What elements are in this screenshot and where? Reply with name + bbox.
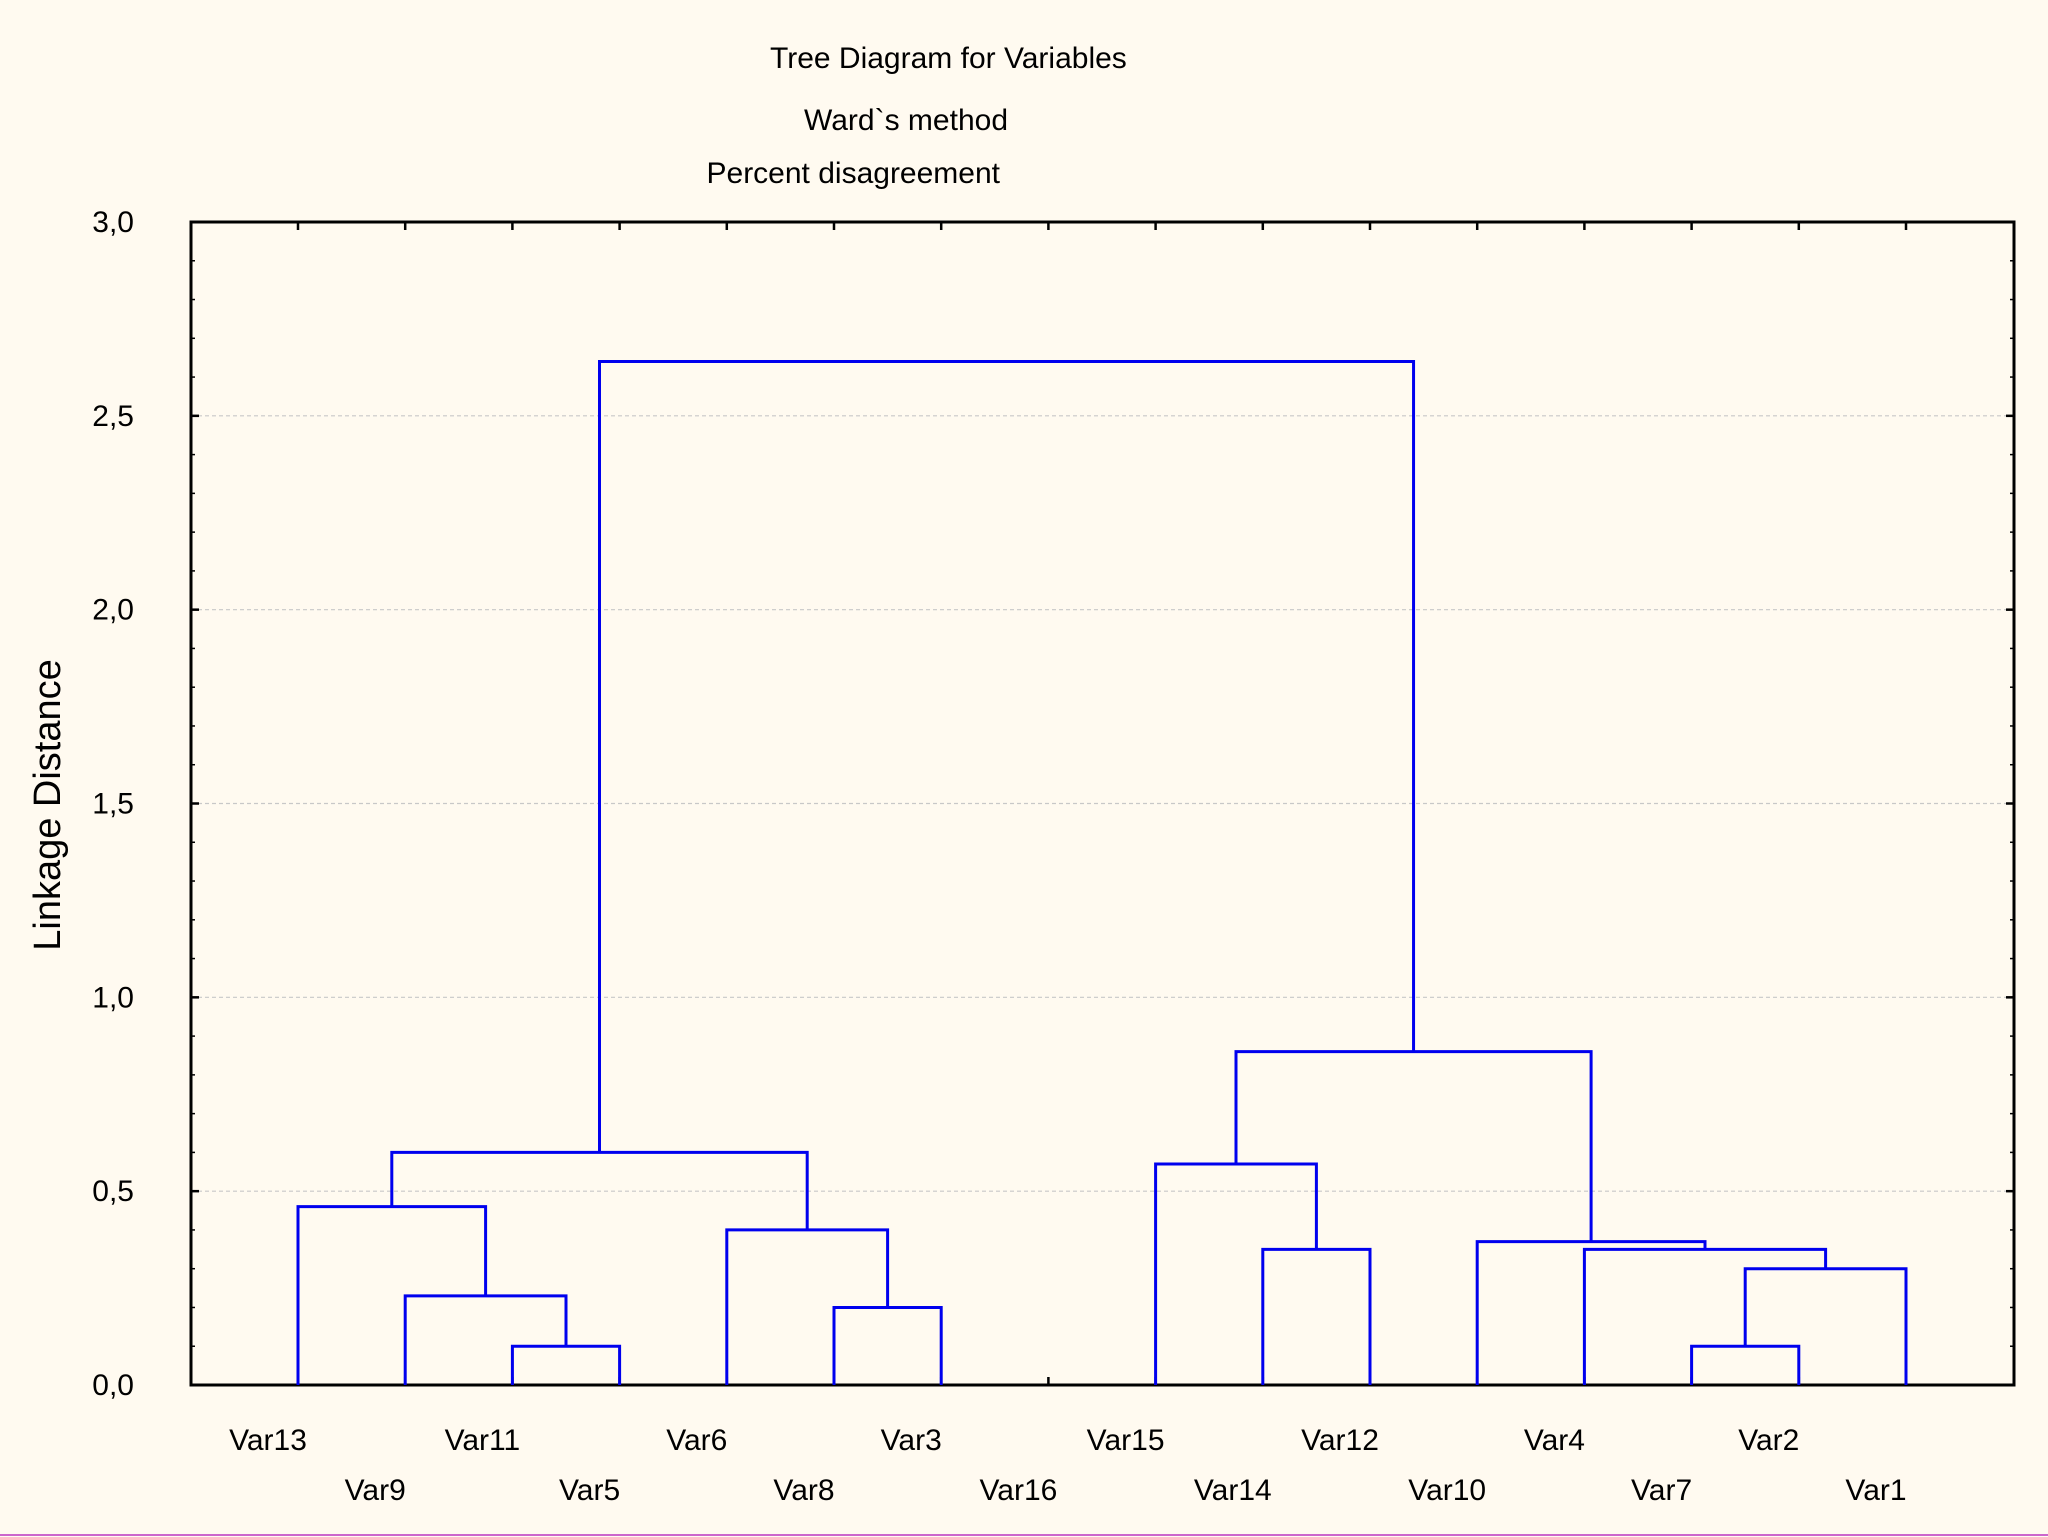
merge-link — [1690, 1344, 1801, 1385]
merge-branch — [1475, 1240, 1707, 1385]
merge-branch — [1261, 1247, 1372, 1385]
merge-branch — [1582, 1247, 1828, 1385]
leaf-label-var16: Var16 — [979, 1474, 1057, 1507]
y-tick-label: 1,5 — [92, 788, 134, 821]
merge-branch — [832, 1305, 943, 1385]
merge-link — [1261, 1247, 1372, 1385]
grid-lines — [191, 415, 2014, 1192]
merge-link — [1743, 1267, 1908, 1385]
y-axis-label: Linkage Distance — [27, 659, 69, 951]
chart-subtitle-2: Percent disagreement — [707, 157, 1001, 190]
merge-branch — [1234, 1050, 1593, 1242]
leaf-label-var10: Var10 — [1408, 1474, 1486, 1507]
leaf-label-var2: Var2 — [1738, 1424, 1799, 1457]
leaf-labels: Var13 Var9 Var11 Var5 Var6 Var8 Var3 Var16 Var15… — [229, 1424, 1906, 1507]
y-tick-label: 2,5 — [92, 400, 134, 433]
leaf-label-var6: Var6 — [666, 1424, 727, 1457]
leaf-label-var15: Var15 — [1087, 1424, 1165, 1457]
merge-branch — [598, 360, 1416, 1153]
merge-branch — [510, 1344, 622, 1385]
merge-branch — [1154, 1162, 1318, 1385]
leaf-label-var5: Var5 — [559, 1474, 620, 1507]
y-tick-label: 0,0 — [92, 1369, 134, 1402]
merge-link — [832, 1305, 943, 1385]
leaf-label-var12: Var12 — [1301, 1424, 1379, 1457]
leaf-label-var9: Var9 — [345, 1474, 406, 1507]
y-tick-labels: 0,0 0,5 1,0 1,5 2,0 2,5 3,0 — [92, 206, 134, 1402]
merge-link — [1582, 1247, 1828, 1385]
merge-link — [403, 1294, 568, 1385]
leaf-label-var14: Var14 — [1194, 1474, 1272, 1507]
leaf-label-var11: Var11 — [445, 1424, 521, 1457]
merge-link — [1475, 1240, 1707, 1385]
y-tick-label: 0,5 — [92, 1175, 134, 1208]
leaf-label-var4: Var4 — [1524, 1424, 1585, 1457]
y-tick-label: 2,0 — [92, 594, 134, 627]
chart-subtitle: Ward`s method — [804, 104, 1008, 137]
y-tick-label: 3,0 — [92, 206, 134, 239]
chart-title: Tree Diagram for Variables — [770, 42, 1127, 75]
leaf-label-var7: Var7 — [1631, 1474, 1692, 1507]
leaf-label-var8: Var8 — [773, 1474, 834, 1507]
leaf-label-var3: Var3 — [881, 1424, 942, 1457]
leaf-label-var13: Var13 — [229, 1424, 307, 1457]
merge-branch — [1743, 1267, 1908, 1385]
merge-link — [1234, 1050, 1593, 1242]
merge-link — [1154, 1162, 1318, 1385]
y-tick-label: 1,0 — [92, 981, 134, 1014]
merge-link — [510, 1344, 622, 1385]
merge-link — [598, 360, 1416, 1153]
merge-branch — [403, 1294, 568, 1385]
leaf-label-var1: Var1 — [1845, 1474, 1906, 1507]
dendrogram-tree — [296, 360, 1908, 1385]
merge-branch — [1690, 1344, 1801, 1385]
